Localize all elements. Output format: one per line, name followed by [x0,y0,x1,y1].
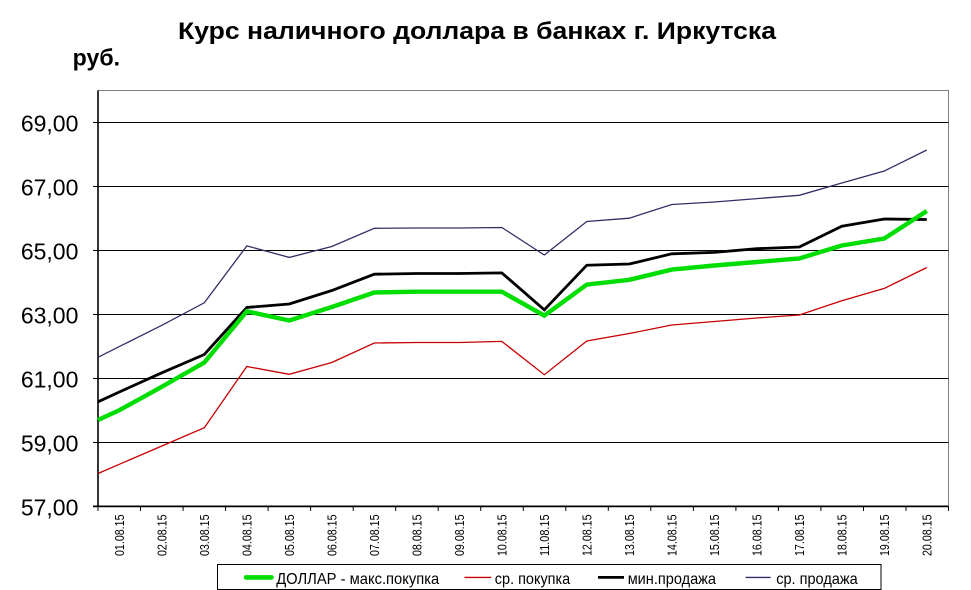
svg-text:12.08.15: 12.08.15 [580,515,595,557]
svg-text:63,00: 63,00 [21,303,79,329]
svg-text:13.08.15: 13.08.15 [622,515,637,557]
svg-text:11.08.15: 11.08.15 [537,515,552,557]
svg-text:04.08.15: 04.08.15 [240,515,255,557]
svg-text:мин.продажа: мин.продажа [628,571,716,588]
svg-text:15.08.15: 15.08.15 [707,515,722,557]
svg-text:20.08.15: 20.08.15 [920,515,935,557]
svg-text:57,00: 57,00 [21,495,79,521]
svg-text:59,00: 59,00 [21,431,79,457]
svg-text:67,00: 67,00 [21,175,79,201]
svg-text:06.08.15: 06.08.15 [325,515,340,557]
svg-text:65,00: 65,00 [21,239,79,265]
svg-text:69,00: 69,00 [21,111,79,137]
svg-text:ср. покупка: ср. покупка [495,571,570,588]
svg-text:17.08.15: 17.08.15 [792,515,807,557]
svg-text:02.08.15: 02.08.15 [155,515,170,557]
svg-text:16.08.15: 16.08.15 [750,515,765,557]
svg-text:03.08.15: 03.08.15 [197,515,212,557]
svg-text:09.08.15: 09.08.15 [452,515,467,557]
svg-text:ср. продажа: ср. продажа [776,571,858,588]
svg-text:руб.: руб. [73,45,120,71]
svg-text:07.08.15: 07.08.15 [367,515,382,557]
svg-text:61,00: 61,00 [21,367,79,393]
svg-text:Курс наличного доллара в банка: Курс наличного доллара в банках г. Иркут… [178,18,777,45]
svg-text:14.08.15: 14.08.15 [665,515,680,557]
svg-text:ДОЛЛАР - макс.покупка: ДОЛЛАР - макс.покупка [276,571,439,588]
svg-text:01.08.15: 01.08.15 [112,515,127,557]
svg-text:10.08.15: 10.08.15 [495,515,510,557]
svg-text:19.08.15: 19.08.15 [877,515,892,557]
svg-text:08.08.15: 08.08.15 [410,515,425,557]
svg-text:18.08.15: 18.08.15 [835,515,850,557]
svg-text:05.08.15: 05.08.15 [282,515,297,557]
